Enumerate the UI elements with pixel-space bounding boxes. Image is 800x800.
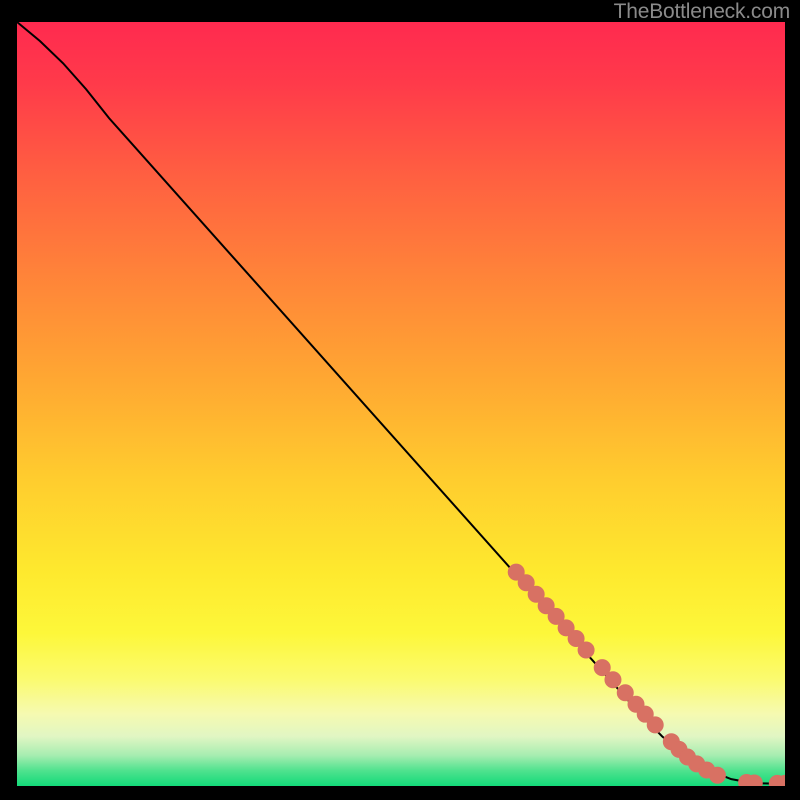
data-marker: [709, 767, 725, 783]
data-marker: [746, 775, 762, 786]
data-marker: [647, 717, 663, 733]
data-marker: [578, 642, 594, 658]
chart-stage: TheBottleneck.com: [0, 0, 800, 800]
data-marker: [605, 672, 621, 688]
plot-area: [17, 22, 785, 786]
curve-line: [17, 22, 785, 784]
chart-overlay: [17, 22, 785, 786]
watermark-text: TheBottleneck.com: [614, 0, 790, 24]
